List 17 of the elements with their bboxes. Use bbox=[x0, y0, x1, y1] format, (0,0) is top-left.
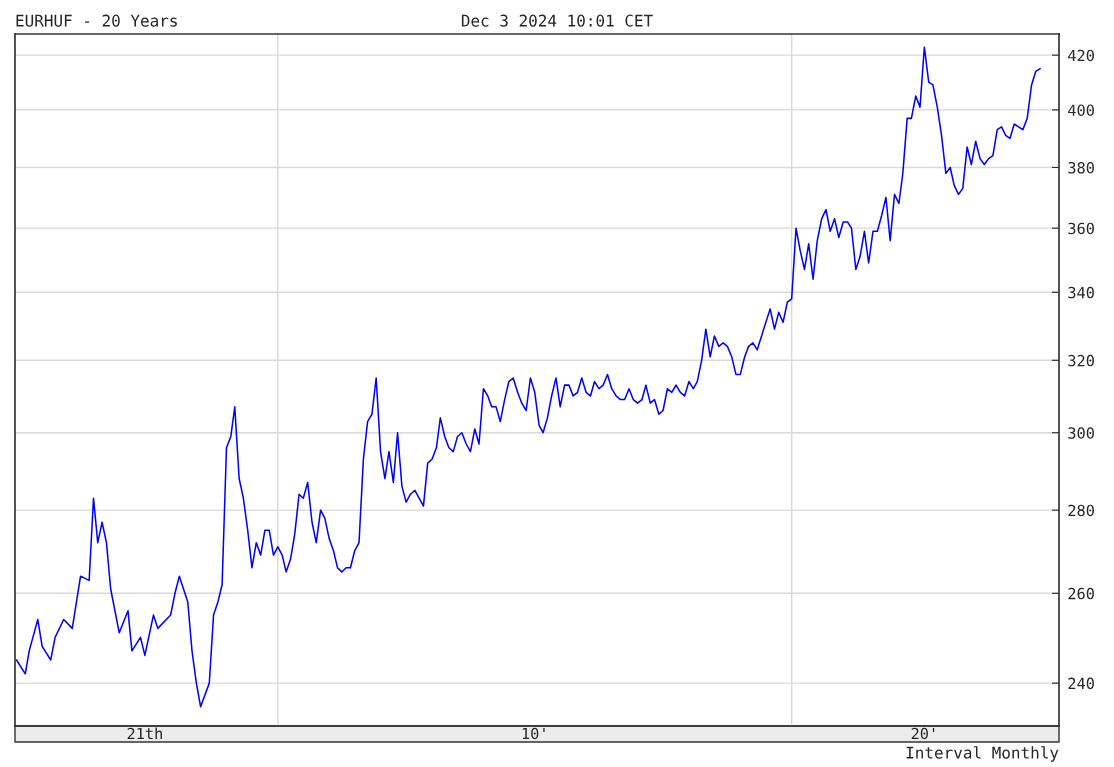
x-tick-label: 21th bbox=[127, 727, 162, 740]
y-tick-label: 400 bbox=[1068, 104, 1094, 116]
line-series bbox=[15, 46, 1041, 708]
x-tick-label: 20' bbox=[911, 727, 935, 740]
y-tick-label: 320 bbox=[1068, 354, 1094, 367]
x-tick-label: 10' bbox=[522, 727, 545, 740]
chart-subtitle: Dec 3 2024 10:01 CET bbox=[461, 14, 653, 27]
y-tick-label: 380 bbox=[1068, 161, 1094, 174]
y-tick-label: 360 bbox=[1068, 222, 1094, 235]
y-tick-label: 280 bbox=[1068, 504, 1094, 517]
y-tick-label: 300 bbox=[1068, 427, 1094, 439]
y-tick-label: 340 bbox=[1068, 286, 1094, 299]
text: Interval Monthly bbox=[906, 746, 1059, 762]
y-tick-label: 260 bbox=[1068, 587, 1094, 600]
y-tick-label: 420 bbox=[1068, 49, 1094, 62]
chart-title: EURHUF - 20 Years bbox=[16, 14, 177, 27]
y-tick-label: 240 bbox=[1068, 677, 1094, 690]
